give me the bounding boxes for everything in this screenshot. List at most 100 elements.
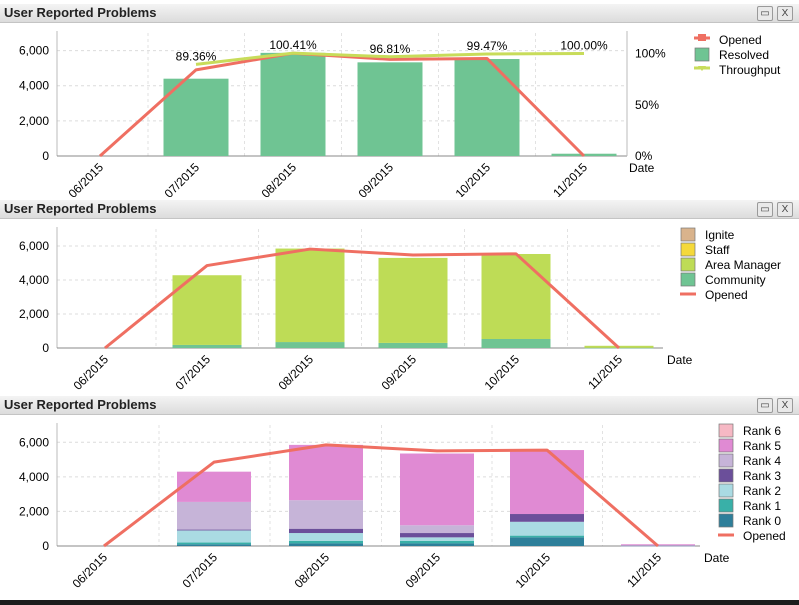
bar-rank-1 [177, 542, 251, 545]
x-tick-label: 10/2015 [453, 160, 494, 197]
bar-community [584, 347, 654, 349]
bar-rank-5 [177, 471, 251, 502]
legend-label: Opened [743, 529, 786, 543]
bar-rank-4 [289, 500, 363, 529]
bar-community [275, 342, 345, 348]
x-tick-label: 11/2015 [585, 352, 625, 392]
legend-label: Rank 2 [743, 484, 781, 498]
chart-panel-user-type: User Reported Problems ▭ X 0 2,000 4,000 6,… [0, 200, 799, 393]
legend-label: Rank 4 [743, 454, 781, 468]
bottom-bar [0, 600, 799, 605]
legend-marker [698, 66, 706, 71]
x-axis-label: Date [667, 353, 693, 367]
data-label: 89.36% [176, 49, 217, 63]
export-excel-icon[interactable]: X [777, 398, 793, 413]
bar-rank-4 [177, 501, 251, 530]
line-opened [103, 443, 659, 548]
bar-rank-0 [177, 544, 251, 546]
print-icon[interactable]: ▭ [757, 398, 773, 413]
x-tick-label: 08/2015 [276, 352, 317, 393]
bar-area-manager [481, 253, 551, 339]
bar-rank-3 [400, 533, 474, 538]
y2-tick-label: 50% [635, 98, 659, 112]
legend-swatch [718, 468, 734, 483]
legend-swatch [680, 242, 696, 257]
y2-tick-label: 100% [635, 47, 666, 61]
panel-title: User Reported Problems [4, 397, 157, 412]
export-excel-icon[interactable]: X [777, 6, 793, 21]
legend-swatch [718, 453, 734, 468]
bar-resolved [454, 59, 520, 156]
x-tick-label: 11/2015 [550, 160, 590, 197]
x-tick-label: 06/2015 [66, 160, 107, 197]
bar-rank-5 [289, 444, 363, 501]
legend-label: Community [705, 273, 766, 287]
bar-community [172, 344, 242, 348]
line-opened [104, 247, 621, 350]
bar-rank-2 [289, 533, 363, 541]
x-tick-label: 09/2015 [356, 160, 397, 197]
x-tick-label: 07/2015 [180, 550, 221, 591]
legend-label: Rank 0 [743, 514, 781, 528]
x-tick-label: 08/2015 [259, 160, 300, 197]
y-tick-label: 0 [42, 341, 49, 355]
legend-label: Throughput [719, 63, 781, 77]
legend-label: Rank 5 [743, 439, 781, 453]
legend-label: Area Manager [705, 258, 781, 272]
bar-rank-1 [289, 540, 363, 544]
panel-titlebar: User Reported Problems ▭ X [0, 4, 799, 23]
x-tick-label: 10/2015 [513, 550, 554, 591]
x-tick-label: 07/2015 [162, 160, 203, 197]
bar-rank-0 [510, 537, 584, 546]
bar-resolved [260, 52, 326, 156]
legend-label: Resolved [719, 48, 769, 62]
bar-rank-4 [400, 525, 474, 534]
bar-area-manager [172, 275, 242, 345]
bar-rank-2 [510, 521, 584, 536]
x-tick-label: 11/2015 [624, 550, 664, 590]
print-icon[interactable]: ▭ [757, 202, 773, 217]
x-tick-label: 08/2015 [292, 550, 333, 591]
legend-marker [698, 34, 706, 41]
bar-rank-2 [400, 537, 474, 541]
legend-swatch [680, 272, 696, 287]
x-tick-label: 10/2015 [482, 352, 523, 393]
x-tick-label: 06/2015 [70, 550, 111, 591]
legend-swatch [694, 47, 710, 62]
legend-label: Rank 3 [743, 469, 781, 483]
bar-rank-1 [510, 535, 584, 538]
data-label: 96.81% [370, 42, 411, 56]
export-excel-icon[interactable]: X [777, 202, 793, 217]
line-throughput [195, 51, 585, 66]
bar-rank-0 [400, 543, 474, 546]
chart-user-type: 0 2,000 4,000 6,000 06/2015 07/2015 08/2015 09/… [19, 227, 781, 393]
y-tick-label: 2,000 [19, 307, 49, 321]
legend-label: Rank 1 [743, 499, 781, 513]
chart-panel-throughput: User Reported Problems ▭ X 0 2,000 4,000 6,… [0, 4, 799, 197]
bar-rank-2 [177, 530, 251, 543]
panel-titlebar: User Reported Problems ▭ X [0, 396, 799, 415]
bar-resolved [163, 78, 229, 156]
x-axis-label: Date [629, 161, 655, 175]
y-tick-label: 6,000 [19, 435, 49, 449]
bar-area-manager [378, 257, 448, 343]
y-tick-label: 2,000 [19, 504, 49, 518]
x-tick-label: 07/2015 [173, 352, 214, 393]
x-axis-label: Date [704, 551, 730, 565]
chart-panel-rank: User Reported Problems ▭ X 0 2,000 4,000 6,… [0, 396, 799, 600]
data-label: 99.47% [467, 39, 508, 53]
legend-swatch [680, 227, 696, 242]
print-icon[interactable]: ▭ [757, 6, 773, 21]
bar-rank-3 [510, 514, 584, 522]
legend-swatch [718, 513, 734, 528]
legend-label: Staff [705, 243, 730, 257]
y-tick-label: 4,000 [19, 273, 49, 287]
x-tick-label: 09/2015 [379, 352, 420, 393]
bar-rank-1 [400, 540, 474, 544]
legend-swatch [718, 438, 734, 453]
legend-swatch [718, 423, 734, 438]
legend-swatch [718, 498, 734, 513]
y-tick-label: 0 [42, 149, 49, 163]
y-tick-label: 0 [42, 539, 49, 553]
bar-community [378, 342, 448, 348]
